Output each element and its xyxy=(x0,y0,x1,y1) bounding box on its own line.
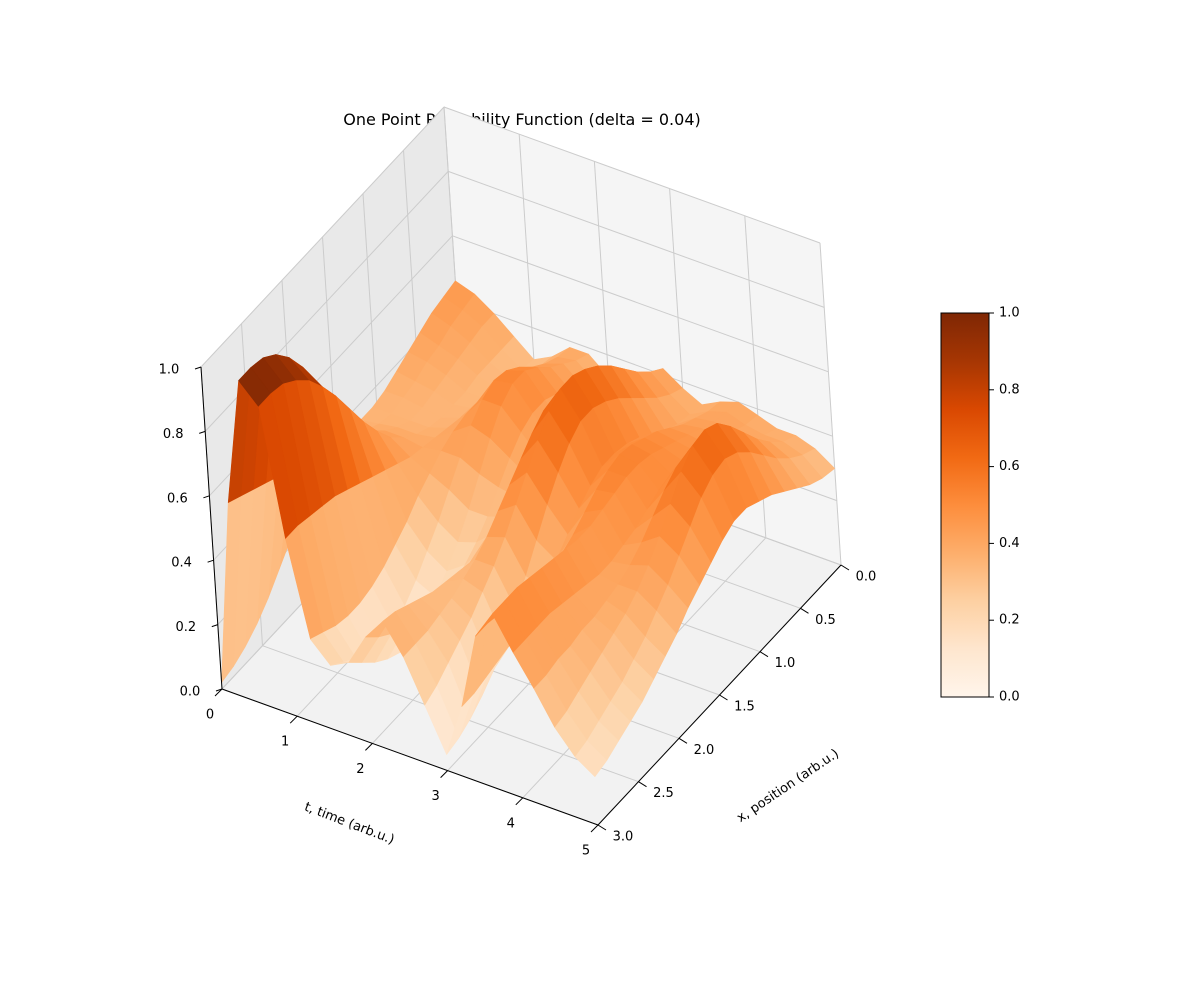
t-tick-mark xyxy=(440,770,448,778)
x-tick-mark xyxy=(800,607,809,614)
grid-line xyxy=(443,106,821,244)
z-tick-label: 0.4 xyxy=(171,556,192,571)
t-tick-mark xyxy=(214,688,223,697)
grid-line xyxy=(452,235,829,373)
z-tick-label: 0.8 xyxy=(163,427,184,442)
t-tick-label: 1 xyxy=(281,735,289,750)
colorbar: 0.0 0.2 0.4 0.6 0.8 1.0 xyxy=(940,306,1020,705)
z-tick-mark xyxy=(215,688,223,692)
x-axis-ticks: 0.0 0.5 1.0 1.5 2.0 2.5 3.0 xyxy=(597,564,877,845)
x-tick-label: 2.0 xyxy=(694,743,715,758)
colorbar-tick-label: 1.0 xyxy=(999,306,1020,321)
z-tick-mark xyxy=(211,624,218,628)
x-tick-mark xyxy=(638,781,647,788)
x-tick-label: 0.5 xyxy=(815,613,836,628)
z-tick-label: 0.6 xyxy=(167,491,188,506)
x-tick-label: 2.5 xyxy=(653,786,674,801)
x-tick-mark xyxy=(678,737,688,744)
x-tick-label: 3.0 xyxy=(613,830,634,845)
t-tick-label: 3 xyxy=(431,789,439,804)
t-tick-label: 2 xyxy=(356,762,364,777)
colorbar-ticks: 0.0 0.2 0.4 0.6 0.8 1.0 xyxy=(989,306,1020,705)
z-tick-label: 0.0 xyxy=(180,685,201,700)
z-tick-label: 0.2 xyxy=(175,620,196,635)
x-tick-label: 0.0 xyxy=(856,570,877,585)
colorbar-tick-label: 0.4 xyxy=(999,536,1020,551)
z-tick-mark xyxy=(203,495,210,499)
z-tick-mark xyxy=(194,366,202,370)
surface-mesh xyxy=(221,280,836,778)
x-tick-mark xyxy=(597,824,607,831)
z-axis-ticks: 0.0 0.2 0.4 0.6 0.8 1.0 xyxy=(159,363,223,700)
x-tick-label: 1.0 xyxy=(775,656,796,671)
t-tick-mark xyxy=(289,715,298,724)
z-tick-label: 1.0 xyxy=(159,363,180,378)
t-axis-ticks: 0 1 2 3 4 5 xyxy=(206,688,599,859)
x-tick-mark xyxy=(759,651,769,658)
x-axis-label: x, position (arb.u.) xyxy=(734,746,842,825)
t-tick-mark xyxy=(515,797,524,806)
grid-line xyxy=(819,242,842,566)
grid-line xyxy=(456,299,833,437)
colorbar-tick-label: 0.6 xyxy=(999,459,1020,474)
colorbar-tick-label: 0.0 xyxy=(999,690,1020,705)
t-tick-mark xyxy=(365,743,373,751)
z-tick-mark xyxy=(199,430,206,434)
grid-line xyxy=(200,106,445,368)
t-tick-label: 4 xyxy=(507,816,515,831)
chart-title: One Point Probability Function (delta = … xyxy=(343,110,701,129)
t-tick-mark xyxy=(590,824,599,833)
colorbar-gradient xyxy=(940,312,990,698)
t-axis-line xyxy=(221,688,599,826)
grid-line xyxy=(448,170,825,308)
z-tick-mark xyxy=(207,559,214,563)
t-tick-label: 5 xyxy=(582,844,590,859)
surface-face xyxy=(574,740,608,778)
colorbar-tick-label: 0.2 xyxy=(999,613,1020,628)
x-tick-mark xyxy=(840,564,850,571)
t-tick-label: 0 xyxy=(206,708,214,723)
x-tick-label: 1.5 xyxy=(734,700,755,715)
z-axis-line xyxy=(200,366,223,690)
t-axis-label: t, time (arb.u.) xyxy=(302,800,396,848)
x-tick-mark xyxy=(719,694,728,701)
colorbar-tick-label: 0.8 xyxy=(999,382,1020,397)
